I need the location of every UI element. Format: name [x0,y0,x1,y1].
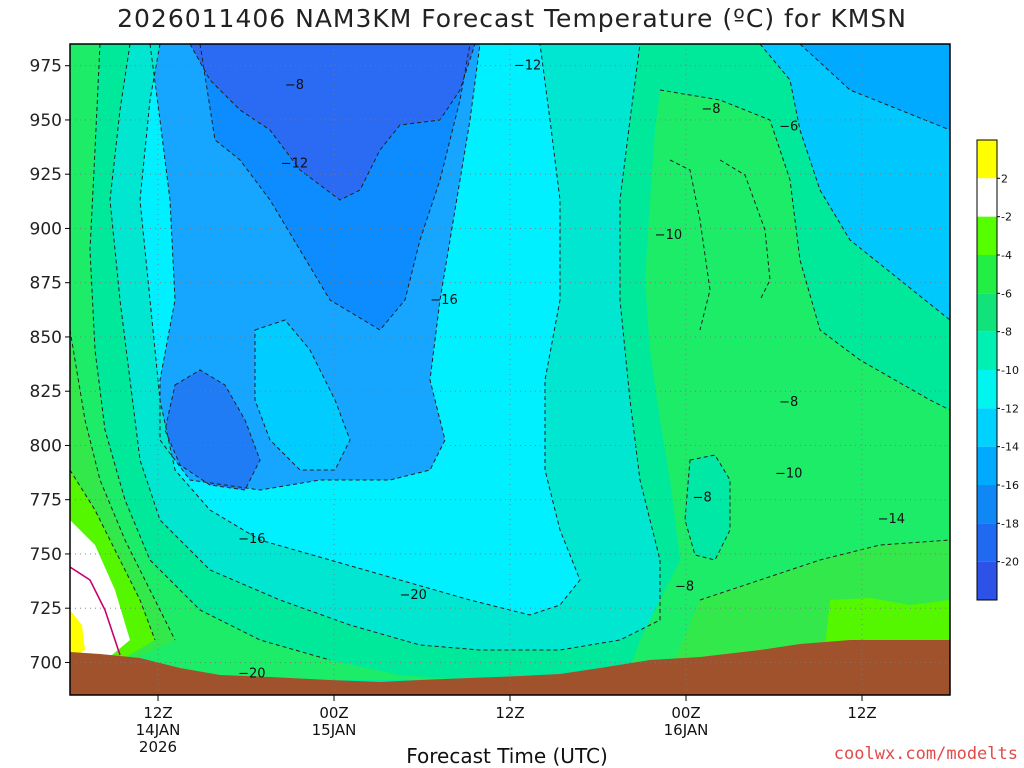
contour-labels: −20 −20 −16 −16 −12 −12 −8 −8 −8 −8 −8 −10 −10 −6 −14 [238,59,905,682]
colorbar-label: -10 [1001,364,1019,377]
colorbar-swatch [977,561,997,600]
colorbar-label: -18 [1001,517,1019,530]
colorbar-label: -4 [1001,249,1012,262]
colorbar-swatch [977,370,997,409]
x-axis-title: Forecast Time (UTC) [406,744,608,768]
colorbar-swatch [977,331,997,370]
y-tick-label: 975 [30,57,62,77]
contour-label: −8 [779,395,798,410]
colorbar-swatch [977,216,997,255]
colorbar-label: -12 [1001,402,1019,415]
y-tick-label: 925 [30,165,62,185]
x-tick-label: 12Z [495,704,524,722]
ground-surface [70,640,950,695]
colorbar-label: -8 [1001,326,1012,339]
x-tick-label: 00Z [671,704,700,722]
x-tick-label: 2026 [139,738,177,756]
y-tick-label: 850 [30,328,62,348]
band-minus14-right [760,44,950,320]
colorbar-label: -6 [1001,287,1012,300]
x-tick-label: 00Z [319,704,348,722]
x-tick-label: 12Z [143,704,172,722]
contour-label: −16 [238,532,265,547]
band-plus2-left [70,610,85,660]
colorbar-label: -14 [1001,441,1019,454]
colorbar-swatch [977,255,997,294]
band-minus16-right [800,44,950,130]
contour-lines [70,44,950,661]
contour-label: −8 [285,78,304,93]
contour-label: −8 [693,491,712,506]
y-tick-label: 725 [30,599,62,619]
x-tick-label: 15JAN [312,721,357,739]
band-minus18-pocket [165,370,260,490]
zero-contour [70,566,121,656]
band-minus14-pocket [255,320,350,470]
y-tick-label: 875 [30,274,62,294]
contour-label: −20 [399,588,426,603]
colorbar-swatch [977,485,997,524]
y-tick-label: 750 [30,545,62,565]
contour-label: −10 [775,467,802,482]
colorbar: 2 -2 -4 -6 -8 -10 -12 -14 -16 -18 -20 [976,139,1019,601]
y-tick-label: 825 [30,382,62,402]
colorbar-swatch [977,446,997,485]
colorbar-swatch [977,140,997,179]
x-tick-label: 14JAN [136,721,181,739]
y-tick-label: 950 [30,111,62,131]
colorbar-label: -2 [1001,211,1012,224]
temperature-field [70,44,950,695]
colorbar-swatch [977,523,997,562]
contour-label: −20 [238,666,265,681]
contour-label: −10 [655,228,682,243]
contour-label: −8 [701,102,720,117]
colorbar-label: 2 [1001,172,1008,185]
y-tick-label: 900 [30,219,62,239]
y-axis: 700 725 750 775 800 825 850 875 900 925 950 975 [30,57,70,673]
colorbar-label: -16 [1001,479,1019,492]
contour-label: −12 [281,156,308,171]
chart-title: 2026011406 NAM3KM Forecast Temperature (… [117,4,907,33]
contour-label: −16 [430,293,457,308]
contour-label: −6 [779,119,798,134]
x-tick-label: 16JAN [664,721,709,739]
colorbar-swatch [977,293,997,332]
contour-label: −8 [675,580,694,595]
band-minus10-island [685,455,730,560]
colorbar-label: -20 [1001,556,1019,569]
x-tick-label: 12Z [847,704,876,722]
grid-lines [70,44,950,695]
contour-label: −14 [878,512,905,527]
colorbar-swatch [977,178,997,217]
band-minus20 [190,44,475,200]
contour-label: −12 [514,59,541,74]
credit-link[interactable]: coolwx.com/modelts [833,744,1018,764]
band-minus2-left [70,520,130,690]
y-tick-label: 800 [30,436,62,456]
colorbar-swatch [977,408,997,447]
y-tick-label: 775 [30,491,62,511]
y-tick-label: 700 [30,653,62,673]
